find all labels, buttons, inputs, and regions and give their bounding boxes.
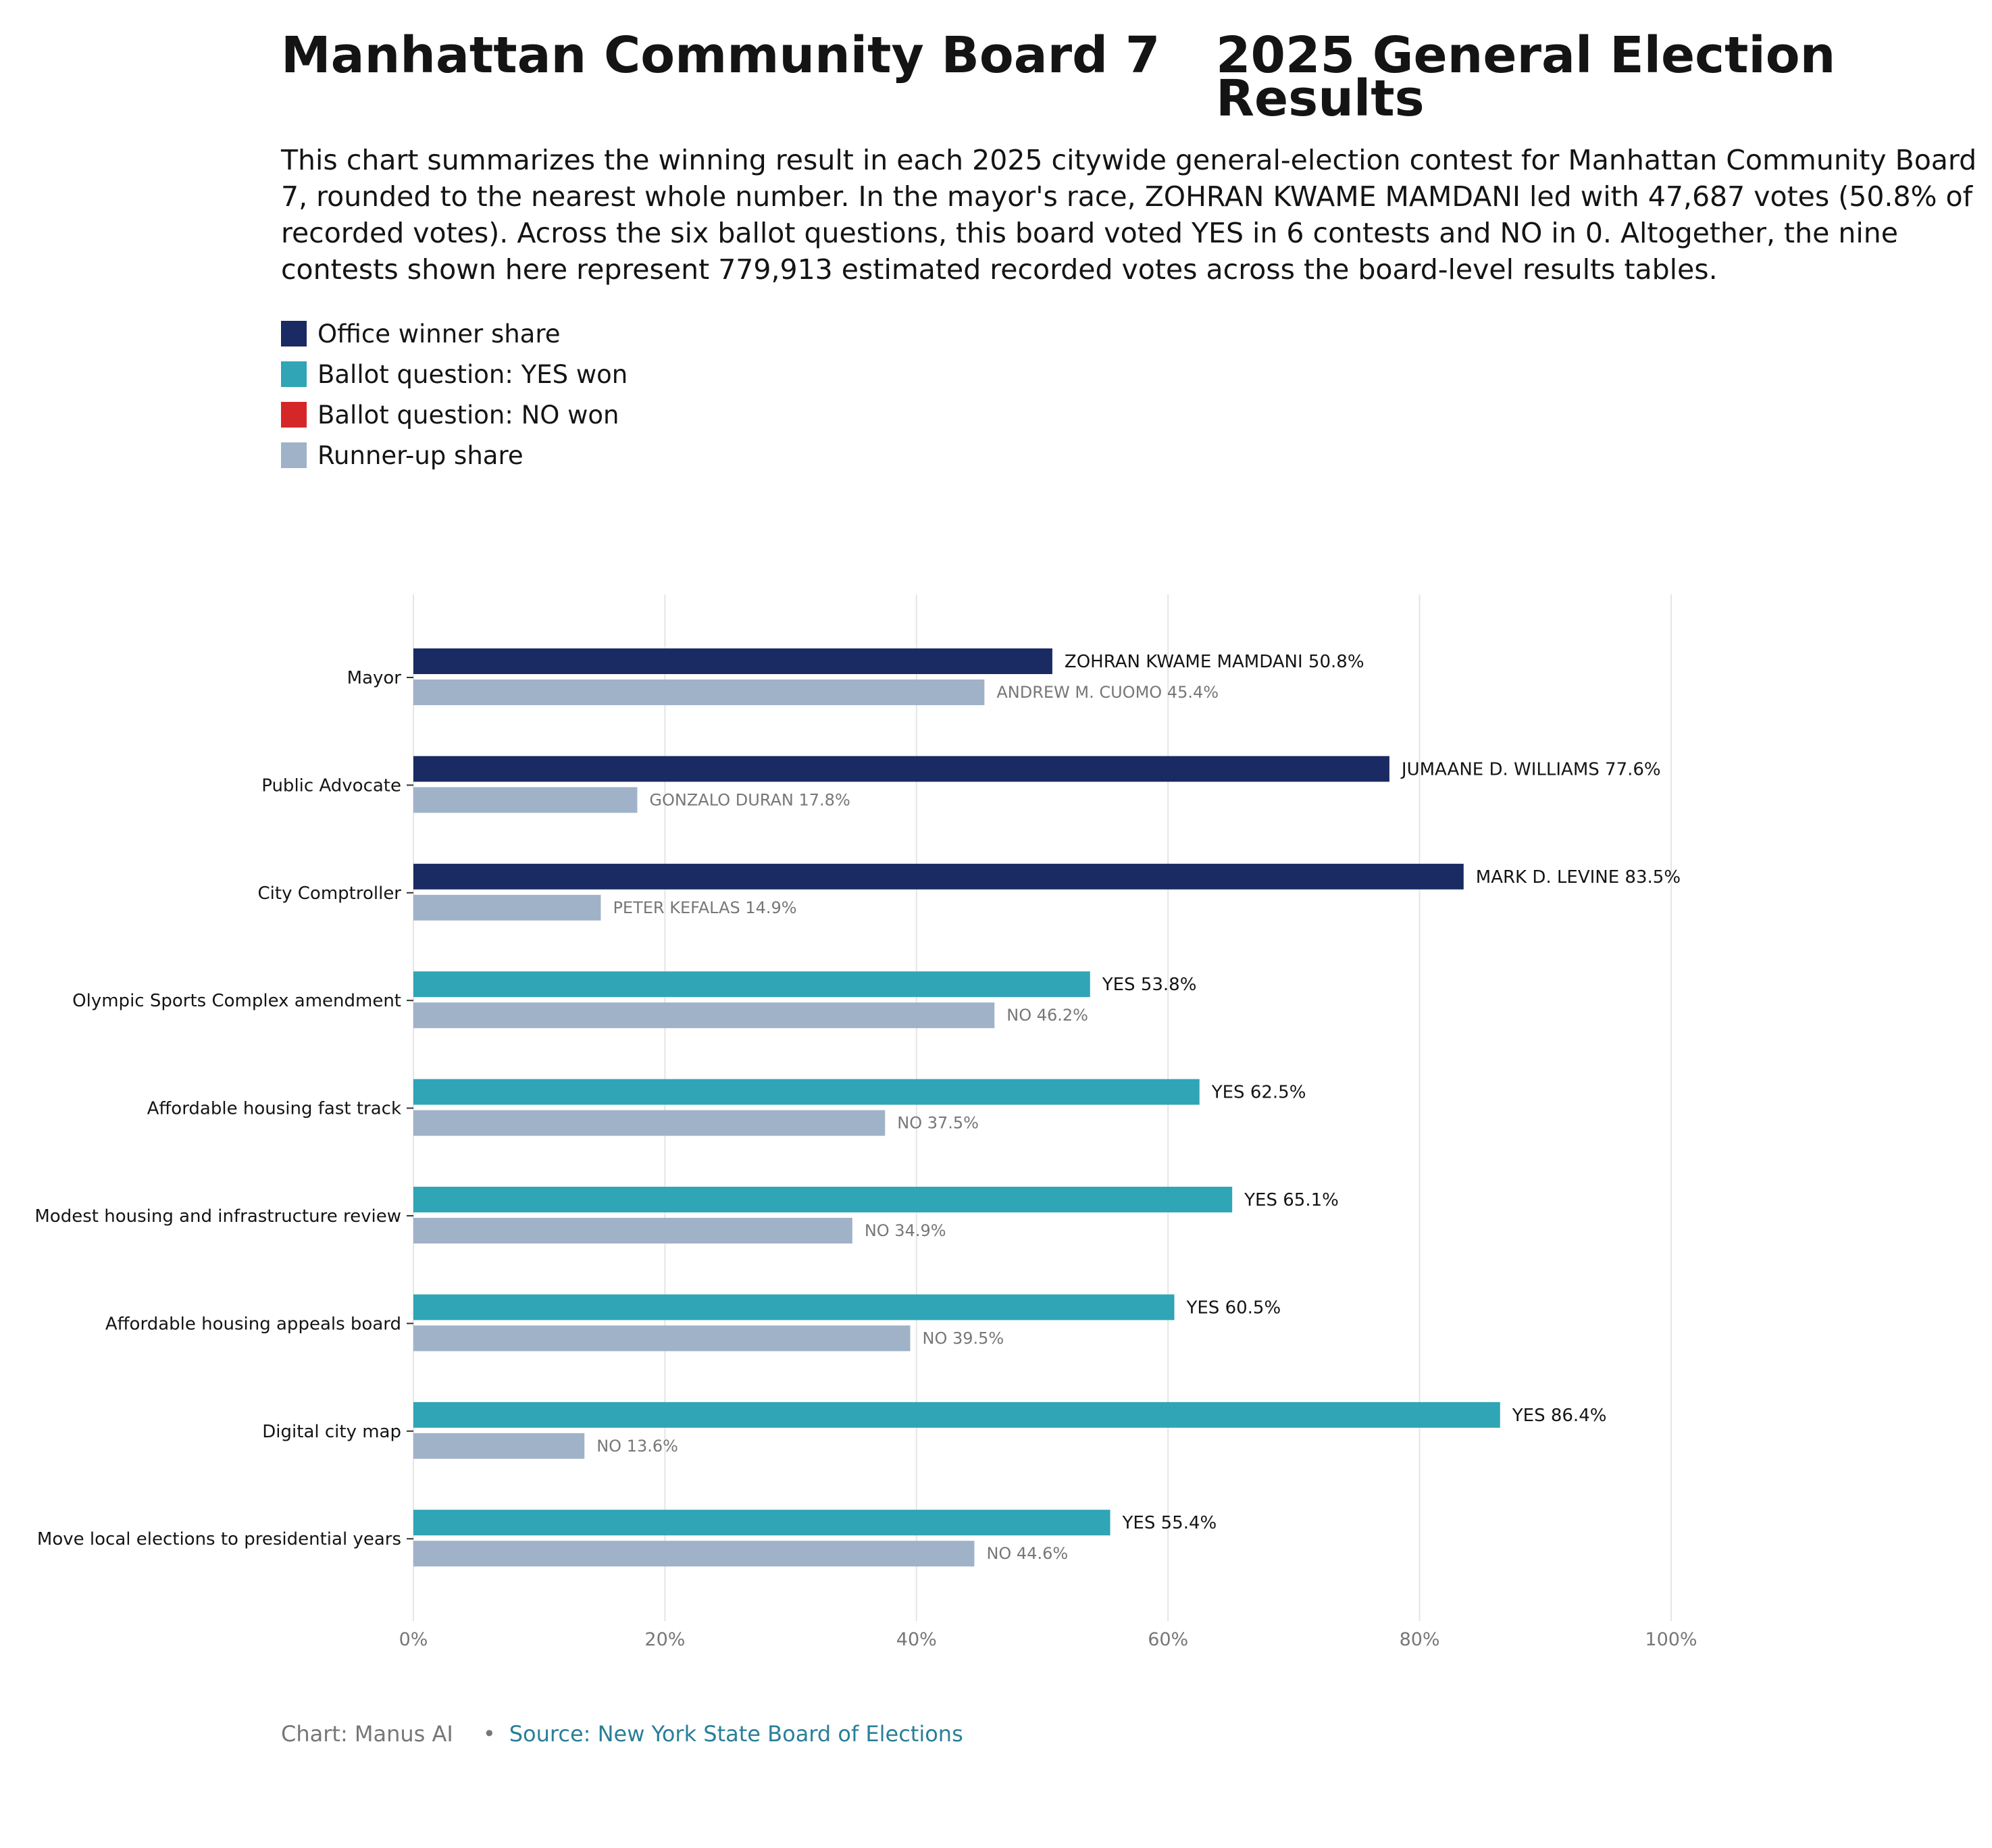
category-label: Move local elections to presidential yea… — [37, 1529, 401, 1549]
x-tick-label: 100% — [1645, 1629, 1697, 1650]
winner-data-label: YES 55.4% — [1122, 1513, 1217, 1533]
runner-up-bar — [413, 894, 601, 921]
runner-up-bar — [413, 1541, 975, 1567]
winner-bar — [413, 1402, 1500, 1428]
winner-data-label: YES 60.5% — [1186, 1298, 1281, 1318]
category-label: Olympic Sports Complex amendment — [72, 991, 401, 1011]
runner-up-data-label: PETER KEFALAS 14.9% — [613, 898, 796, 917]
runner-up-data-label: NO 46.2% — [1006, 1006, 1088, 1025]
legend-swatch-yes-won — [281, 361, 307, 387]
category-label: Affordable housing fast track — [147, 1099, 401, 1119]
x-tick-label: 40% — [896, 1629, 937, 1650]
legend-swatch-no-won — [281, 402, 307, 428]
winner-data-label: MARK D. LEVINE 83.5% — [1476, 867, 1681, 888]
winner-bar — [413, 1294, 1175, 1320]
runner-up-bar — [413, 679, 985, 705]
x-tick-label: 80% — [1400, 1629, 1440, 1650]
legend-label-office-winner: Office winner share — [317, 319, 561, 349]
legend-swatch-runner-up — [281, 442, 307, 468]
winner-bar — [413, 863, 1464, 890]
category-label: Digital city map — [262, 1422, 401, 1442]
winner-data-label: YES 53.8% — [1102, 975, 1197, 995]
winner-data-label: YES 65.1% — [1244, 1190, 1339, 1210]
chart-subtitle: This chart summarizes the winning result… — [281, 144, 1977, 286]
legend-label-no-won: Ballot question: NO won — [317, 400, 619, 430]
winner-bar — [413, 756, 1389, 782]
runner-up-bar — [413, 787, 638, 813]
runner-up-bar — [413, 1218, 852, 1243]
footer-separator: • — [482, 1721, 496, 1747]
x-tick-label: 0% — [399, 1629, 428, 1650]
runner-up-bar — [413, 1325, 911, 1352]
category-label: Affordable housing appeals board — [105, 1314, 401, 1334]
runner-up-data-label: NO 44.6% — [986, 1544, 1068, 1563]
runner-up-data-label: NO 37.5% — [897, 1114, 979, 1133]
legend-item-runner-up: Runner-up share — [281, 435, 628, 476]
chart-title-left: Manhattan Community Board 7 — [281, 26, 1160, 84]
legend-label-runner-up: Runner-up share — [317, 440, 523, 470]
legend-label-yes-won: Ballot question: YES won — [317, 359, 628, 389]
winner-data-label: JUMAANE D. WILLIAMS 77.6% — [1400, 759, 1661, 779]
runner-up-data-label: GONZALO DURAN 17.8% — [649, 790, 850, 809]
source-link[interactable]: Source: New York State Board of Election… — [509, 1721, 963, 1747]
category-label: Mayor — [347, 668, 402, 688]
runner-up-data-label: ANDREW M. CUOMO 45.4% — [996, 683, 1219, 702]
category-label: Modest housing and infrastructure review — [34, 1206, 401, 1227]
legend-item-yes-won: Ballot question: YES won — [281, 354, 628, 394]
winner-bar — [413, 1079, 1200, 1105]
runner-up-bar — [413, 1433, 585, 1459]
runner-up-bar — [413, 1110, 886, 1136]
legend-item-no-won: Ballot question: NO won — [281, 394, 628, 435]
x-tick-label: 20% — [644, 1629, 685, 1650]
chart-title-right: 2025 General Election Results — [1216, 26, 1836, 128]
runner-up-data-label: NO 34.9% — [865, 1221, 946, 1240]
x-tick-label: 60% — [1148, 1629, 1188, 1650]
category-label: Public Advocate — [261, 775, 401, 796]
legend-item-office-winner: Office winner share — [281, 313, 628, 354]
footer: Chart: Manus AI • Source: New York State B… — [281, 1721, 963, 1747]
winner-bar — [413, 1510, 1110, 1536]
runner-up-data-label: NO 13.6% — [596, 1437, 678, 1456]
winner-bar — [413, 1187, 1233, 1212]
winner-data-label: ZOHRAN KWAME MAMDANI 50.8% — [1065, 652, 1364, 672]
bar-chart: 0% 20% 40% 60% 80% 100% Mayor ZOHRAN KWAME MAMD… — [34, 594, 1697, 1650]
chart-credit: Chart: Manus AI — [281, 1721, 453, 1747]
winner-data-label: YES 62.5% — [1211, 1083, 1306, 1103]
winner-data-label: YES 86.4% — [1512, 1406, 1607, 1426]
legend: Office winner share Ballot question: YES… — [281, 313, 628, 476]
runner-up-data-label: NO 39.5% — [922, 1329, 1004, 1348]
runner-up-bar — [413, 1002, 995, 1029]
legend-swatch-office-winner — [281, 321, 307, 346]
winner-bar — [413, 971, 1090, 998]
winner-bar — [413, 648, 1052, 674]
category-label: City Comptroller — [258, 883, 402, 904]
